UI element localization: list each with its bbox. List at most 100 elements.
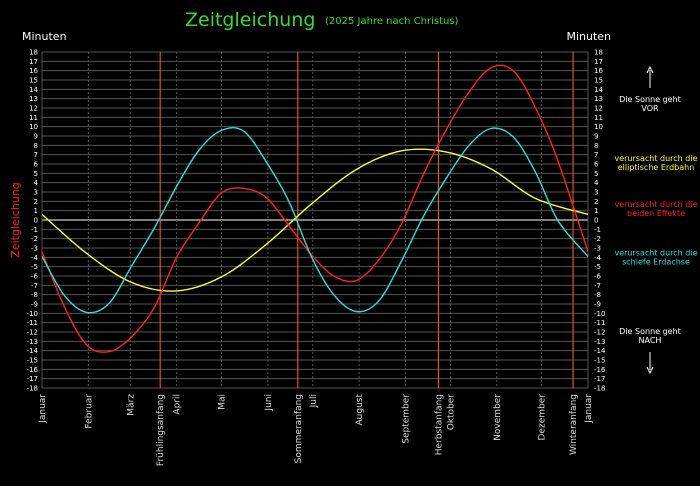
legend-text: verursacht durch die beiden Effekte <box>614 200 697 218</box>
y-tick-right: -15 <box>594 357 605 365</box>
month-label: Mai <box>218 394 228 410</box>
y-tick-right: 8 <box>594 142 598 150</box>
annotation-sun-behind: Die Sonne geht NACH <box>619 327 681 375</box>
y-tick-left: 14 <box>29 86 38 94</box>
y-tick-right: 0 <box>594 217 598 225</box>
y-tick-left: -16 <box>27 366 39 374</box>
y-tick-left: -14 <box>27 347 39 355</box>
legend-entry-1: verursacht durch die beiden Effekte <box>614 200 697 218</box>
y-tick-right: -16 <box>594 366 606 374</box>
y-tick-left: -18 <box>27 385 38 393</box>
y-tick-right: -2 <box>594 235 601 243</box>
y-tick-left: 5 <box>34 170 38 178</box>
annotation-sun-ahead: Die Sonne geht VOR <box>619 65 681 113</box>
y-ticks-right: 1817161514131211109876543210-1-2-3-4-5-6… <box>594 49 606 393</box>
y-tick-left: 2 <box>34 198 38 206</box>
y-tick-right: 12 <box>594 105 603 113</box>
month-label: April <box>173 394 183 415</box>
month-label: Februar <box>84 394 94 429</box>
month-label: Dezember <box>538 394 548 441</box>
y-tick-left: 8 <box>34 142 38 150</box>
y-tick-right: -10 <box>594 310 605 318</box>
y-tick-right: -18 <box>594 385 605 393</box>
y-tick-left: 13 <box>29 95 38 103</box>
legend-entry-0: verursacht durch die elliptische Erdbahn <box>614 154 697 172</box>
series-lines <box>41 64 589 353</box>
y-tick-left: 11 <box>29 114 38 122</box>
y-tick-right: 14 <box>594 86 603 94</box>
y-tick-right: -4 <box>594 254 602 262</box>
month-label: Juni <box>264 394 274 412</box>
y-tick-left: 12 <box>29 105 38 113</box>
y-tick-right: 7 <box>594 151 598 159</box>
y-tick-right: 9 <box>594 133 598 141</box>
series-line-0 <box>41 148 589 292</box>
y-unit-left: Minuten <box>22 30 67 43</box>
y-tick-left: -17 <box>27 375 38 383</box>
legend: verursacht durch die elliptische Erdbahn v… <box>614 154 697 266</box>
y-tick-right: -5 <box>594 263 601 271</box>
grid <box>41 51 589 389</box>
y-tick-left: -8 <box>31 291 38 299</box>
legend-entry-2: verursacht durch die schiefe Erdachse <box>614 248 697 266</box>
month-label: Juli <box>309 394 319 408</box>
month-label: August <box>355 394 365 426</box>
y-tick-left: -1 <box>31 226 38 234</box>
y-tick-right: 18 <box>594 49 603 57</box>
season-label: Herbstanfang <box>434 394 444 455</box>
season-markers: Frühlingsanfang Sommeranfang Herbstanfang W… <box>156 52 579 466</box>
annotation-top-line2: VOR <box>641 104 659 113</box>
y-tick-right: -17 <box>594 375 605 383</box>
season-label: Sommeranfang <box>294 394 304 463</box>
y-tick-left: 7 <box>34 151 38 159</box>
y-tick-left: -9 <box>31 301 38 309</box>
series-line-1 <box>41 64 589 353</box>
chart-subtitle: (2025 Jahre nach Christus) <box>325 16 459 27</box>
y-tick-left: 6 <box>34 161 39 169</box>
y-tick-right: 15 <box>594 77 603 85</box>
y-tick-right: -1 <box>594 226 601 234</box>
y-tick-right: -9 <box>594 301 601 309</box>
annotation-bottom-line1: Die Sonne geht <box>619 327 681 336</box>
y-tick-left: -15 <box>27 357 38 365</box>
y-tick-left: -12 <box>27 329 38 337</box>
y-tick-right: 17 <box>594 58 603 66</box>
legend-text: verursacht durch die schiefe Erdachse <box>614 248 697 266</box>
y-tick-right: 3 <box>594 189 598 197</box>
y-tick-right: -14 <box>594 347 606 355</box>
month-label: September <box>402 394 412 444</box>
y-tick-left: -2 <box>31 235 38 243</box>
y-tick-left: 9 <box>34 133 38 141</box>
y-tick-right: -6 <box>594 273 602 281</box>
y-tick-left: 15 <box>29 77 38 85</box>
y-axis-label: Zeitgleichung <box>9 182 22 257</box>
month-label: Oktober <box>446 394 456 431</box>
y-tick-left: -4 <box>31 254 39 262</box>
annotation-top-line1: Die Sonne geht <box>619 95 681 104</box>
month-label: November <box>493 394 503 441</box>
y-tick-right: 10 <box>594 123 603 131</box>
y-tick-left: 1 <box>34 207 38 215</box>
y-tick-left: 4 <box>34 179 39 187</box>
y-tick-right: 11 <box>594 114 603 122</box>
arrow-down-head <box>646 366 654 375</box>
season-label: Frühlingsanfang <box>156 394 166 466</box>
y-tick-left: -13 <box>27 338 38 346</box>
y-tick-left: -6 <box>31 273 39 281</box>
y-tick-right: -3 <box>594 245 601 253</box>
y-tick-left: 10 <box>29 123 38 131</box>
month-label: Januar <box>38 394 48 424</box>
y-tick-left: -11 <box>27 319 38 327</box>
chart-title: Zeitgleichung <box>185 9 315 31</box>
y-tick-left: 18 <box>29 49 38 57</box>
y-tick-right: 6 <box>594 161 599 169</box>
month-labels: Januar Februar März April Mai Juni Juli August S… <box>38 394 594 444</box>
arrow-up-head <box>646 65 654 74</box>
month-label: März <box>126 394 136 416</box>
y-tick-right: 5 <box>594 170 598 178</box>
y-tick-left: -10 <box>27 310 38 318</box>
month-label: Januar <box>584 394 594 424</box>
y-tick-right: -13 <box>594 338 605 346</box>
